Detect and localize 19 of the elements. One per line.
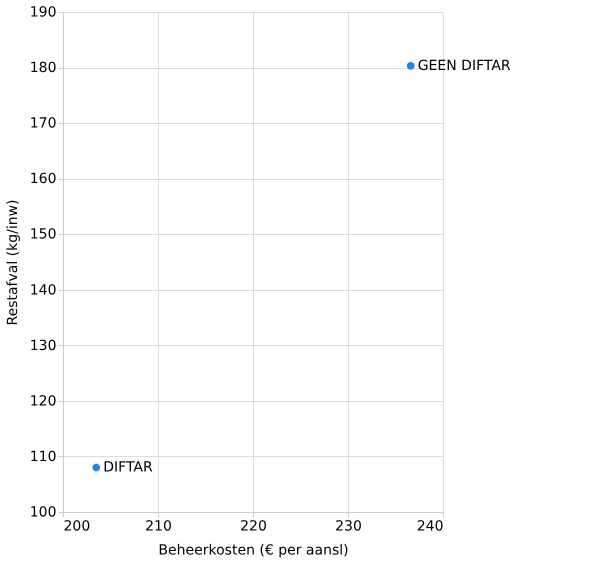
y-tick-label: 110 [30, 448, 56, 465]
x-tick-label: 240 [416, 518, 444, 534]
y-tick-label: 120 [30, 393, 56, 410]
y-tick-label: 190 [30, 4, 56, 20]
y-tick-label: 130 [30, 338, 56, 354]
y-tick-label: 160 [30, 171, 56, 188]
y-tick-label: 100 [30, 504, 56, 520]
series-label: DIFTAR [103, 460, 154, 476]
y-tick-label: 140 [30, 282, 56, 298]
y-tick-label: 170 [30, 116, 56, 132]
x-tick-label: 230 [335, 518, 362, 534]
x-axis-title: Beheerkosten (€ per aansl) [158, 542, 349, 558]
x-tick-label: 220 [240, 518, 267, 534]
x-tick-label: 210 [145, 518, 172, 534]
y-tick-label: 180 [30, 60, 56, 76]
y-axis-title: Restafval (kg/inw) [4, 199, 21, 326]
y-tick-label: 150 [30, 226, 56, 243]
series-label: GEEN DIFTAR [418, 58, 511, 74]
x-tick-label: 200 [64, 518, 90, 534]
